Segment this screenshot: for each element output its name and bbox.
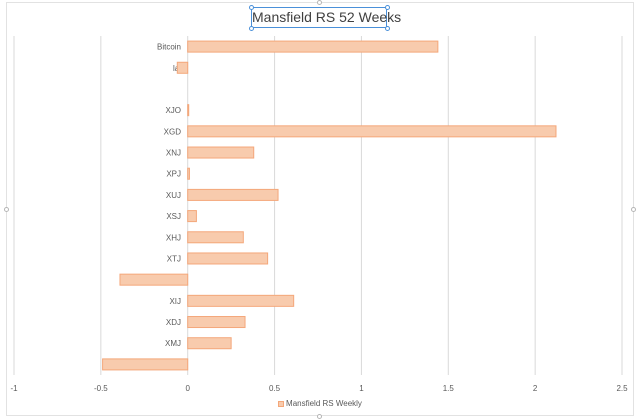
- category-label: XUJ: [166, 191, 181, 200]
- bar: [187, 337, 232, 350]
- category-label: Bitcoin: [157, 43, 181, 52]
- title-handle-bottom-left[interactable]: [249, 26, 254, 31]
- category-label: XSJ: [166, 212, 181, 221]
- bar: [187, 104, 190, 117]
- x-tick-label: 1.5: [443, 384, 455, 393]
- bar: [187, 316, 246, 329]
- title-handle-bottom-right[interactable]: [385, 26, 390, 31]
- bar: [187, 146, 255, 159]
- chart-resize-handle-bottom[interactable]: [317, 414, 322, 419]
- legend-label: Mansfield RS Weekly: [286, 399, 362, 408]
- category-label: XIJ: [169, 297, 181, 306]
- chart-resize-handle-left[interactable]: [4, 207, 9, 212]
- x-tick-label: 0.5: [269, 384, 281, 393]
- category-label: XPJ: [166, 170, 181, 179]
- bar: [119, 273, 189, 286]
- x-tick-label: 2.5: [616, 384, 628, 393]
- chart-resize-handle-top[interactable]: [317, 0, 322, 5]
- bar: [187, 40, 439, 53]
- x-tick-label: 0: [185, 384, 190, 393]
- x-tick-label: -1: [10, 384, 18, 393]
- category-label: XDJ: [166, 318, 181, 327]
- chart-resize-handle-right[interactable]: [631, 207, 636, 212]
- category-label: XHJ: [166, 233, 181, 242]
- bar: [187, 210, 197, 223]
- legend: Mansfield RS Weekly: [0, 398, 640, 410]
- title-handle-top-right[interactable]: [385, 5, 390, 10]
- bar: [102, 358, 189, 371]
- category-label: XNJ: [166, 149, 181, 158]
- x-tick-label: 2: [533, 384, 538, 393]
- bar: [187, 252, 269, 265]
- bar: [187, 294, 295, 307]
- bar: [187, 231, 244, 244]
- x-tick-label: 1: [359, 384, 364, 393]
- bar: [187, 167, 190, 180]
- legend-swatch: [278, 400, 285, 407]
- title-handle-top-left[interactable]: [249, 5, 254, 10]
- category-label: XTJ: [167, 254, 181, 263]
- chart-title[interactable]: Mansfield RS 52 Weeks: [251, 7, 401, 28]
- category-label: XGD: [164, 127, 182, 136]
- x-tick-label: -0.5: [94, 384, 108, 393]
- chart-area[interactable]: [6, 2, 634, 416]
- category-label: XJO: [165, 106, 181, 115]
- bar: [176, 61, 189, 74]
- bar: [187, 125, 557, 138]
- bar: [187, 188, 279, 201]
- category-label: XMJ: [165, 339, 181, 348]
